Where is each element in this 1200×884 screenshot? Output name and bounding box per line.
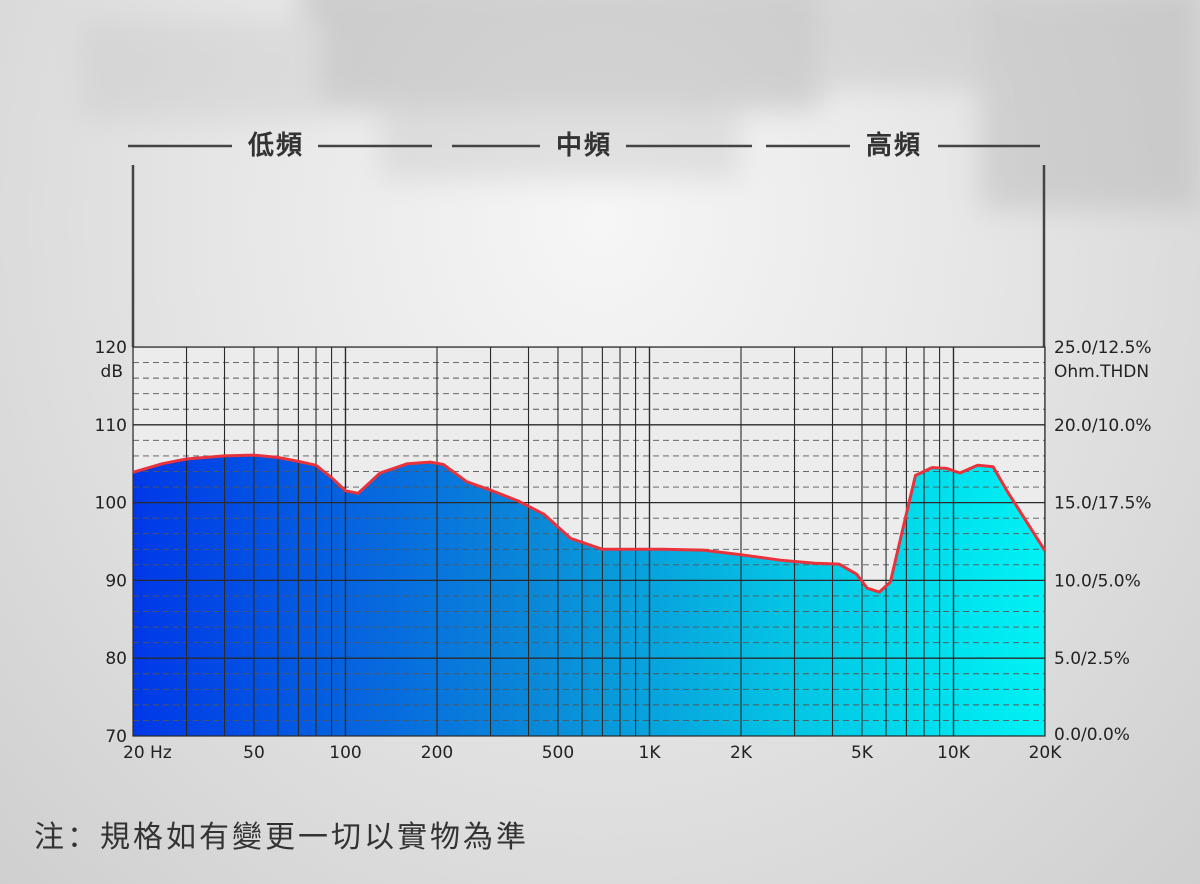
x-tick-label: 2K [730,743,753,763]
band-label-low: 低頻 [248,131,305,161]
left-unit-label: dB [101,362,123,382]
x-tick-label: 20 Hz [123,743,172,763]
response-curve [132,453,1047,594]
left-tick-label: 120 [95,338,127,358]
left-tick-label: 80 [105,649,127,669]
band-label-mid: 中頻 [556,131,613,161]
footnote: 注：規格如有變更一切以實物為準 [34,820,529,855]
grid [133,347,1045,736]
x-tick-label: 20K [1029,743,1063,763]
x-tick-label: 10K [937,743,971,763]
band-bracket [128,144,1046,347]
x-tick-label: 100 [329,743,361,763]
right-tick-label: 5.0/2.5% [1054,649,1130,669]
x-tick-label: 1K [639,743,662,763]
x-tick-label: 200 [421,743,453,763]
right-tick-label: 25.0/12.5% [1054,338,1152,358]
left-tick-label: 70 [105,727,127,747]
band-label-high: 高頻 [866,131,923,161]
right-tick-label: 15.0/17.5% [1054,494,1152,514]
left-tick-label: 110 [95,416,127,436]
right-unit-label: Ohm.THDN [1054,362,1149,382]
left-tick-label: 100 [95,494,127,514]
right-tick-label: 0.0/0.0% [1054,725,1130,745]
left-tick-label: 90 [105,571,127,591]
right-tick-label: 10.0/5.0% [1054,571,1141,591]
x-tick-label: 5K [851,743,874,763]
x-tick-label: 50 [243,743,265,763]
right-tick-label: 20.0/10.0% [1054,416,1152,436]
x-tick-label: 500 [542,743,574,763]
